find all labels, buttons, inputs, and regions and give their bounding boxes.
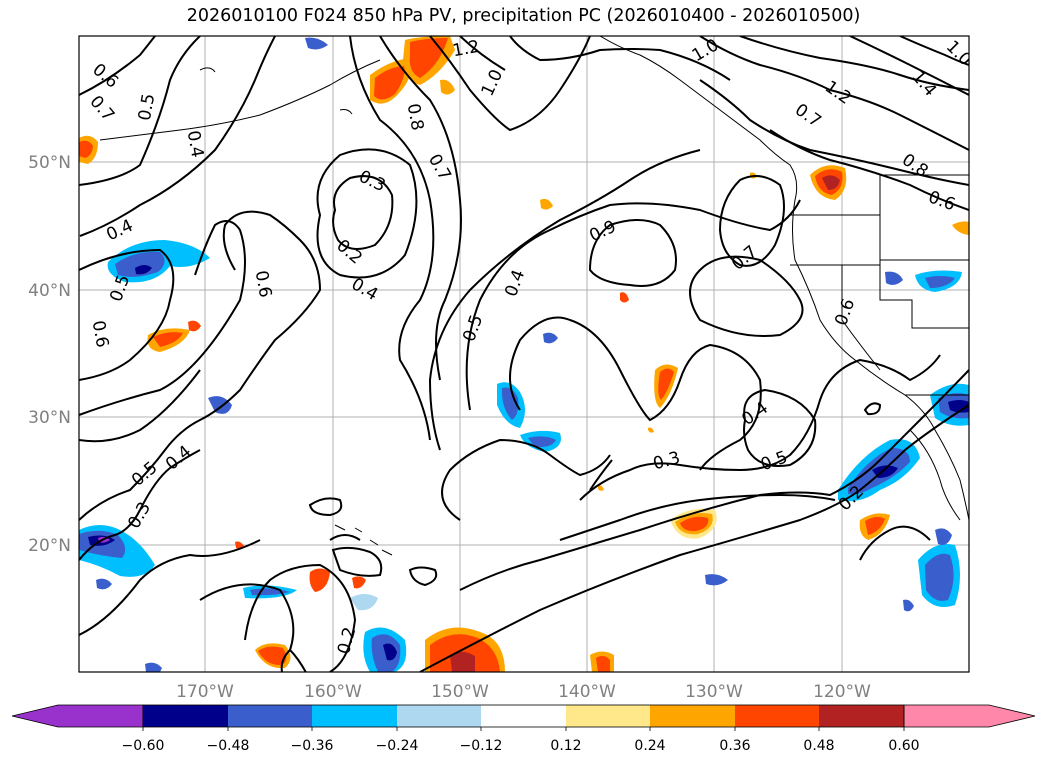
latitude-labels: 50°N 40°N 30°N 20°N [28,153,71,556]
colorbar-bin [481,705,566,727]
colorbar-tick-label: 0.12 [550,738,581,754]
map-frame [78,35,970,673]
lat-label: 20°N [28,536,71,556]
colorbar-tick-label: −0.24 [376,738,419,754]
colorbar-bin [312,705,397,727]
map-title: 2026010100 F024 850 hPa PV, precipitatio… [186,6,861,26]
colorbar-tick-label: −0.12 [460,738,503,754]
colorbar-tick-label: 0.48 [803,738,834,754]
lat-label: 50°N [28,153,71,173]
colorbar-extend-high [903,704,1036,728]
colorbar-bin [143,705,228,727]
lon-label: 160°W [304,682,362,702]
contour-label: 0.8 [403,102,427,132]
lon-label: 140°W [558,682,616,702]
colorbar-bin [650,705,735,727]
contour-label: 0.6 [251,269,275,299]
precip-negative-areas [79,37,969,672]
contour-label: 0.6 [88,319,112,349]
lon-label: 130°W [685,682,743,702]
lon-label: 170°W [176,682,234,702]
colorbar: −0.60 −0.48 −0.36 −0.24 −0.12 0.12 0.24 … [11,704,1036,754]
coastlines [99,36,969,556]
colorbar-bin [228,705,312,727]
lon-label: 120°W [813,682,871,702]
colorbar-tick-label: 0.24 [634,738,665,754]
lat-label: 30°N [28,408,71,428]
colorbar-tick-label: −0.60 [122,738,165,754]
colorbar-tick-label: −0.48 [207,738,250,754]
gridlines [79,36,969,672]
contour-label: 1.2 [451,37,481,61]
colorbar-tick-label: 0.60 [888,738,919,754]
colorbar-tick-label: 0.36 [719,738,750,754]
colorbar-bin [819,705,904,727]
lon-label: 150°W [431,682,489,702]
contour-label: 0.4 [183,129,207,159]
map-area [79,36,969,672]
colorbar-bin [566,705,650,727]
colorbar-bin [397,705,481,727]
pv-contours [79,36,969,672]
longitude-labels: 170°W 160°W 150°W 140°W 130°W 120°W [176,682,871,702]
lat-label: 40°N [28,281,71,301]
contour-label: 0.5 [135,92,159,122]
colorbar-tick-label: −0.36 [291,738,334,754]
colorbar-extend-low [11,704,144,728]
colorbar-bin [735,705,819,727]
